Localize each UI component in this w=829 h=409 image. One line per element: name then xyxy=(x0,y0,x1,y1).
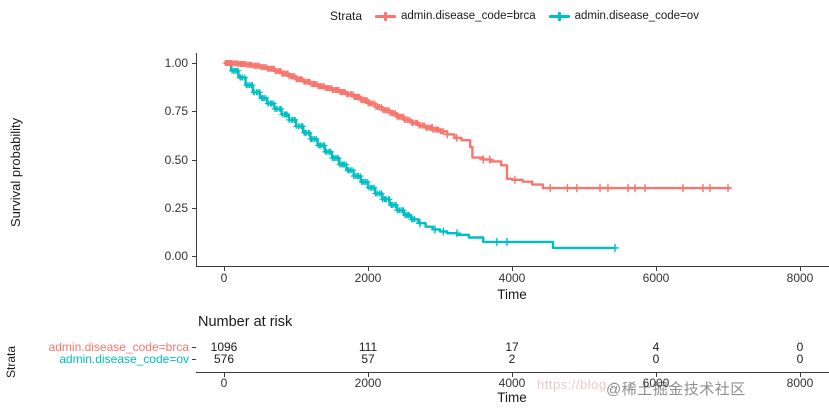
x-tick-label: 4000 xyxy=(498,271,526,285)
x-tick-label: 6000 xyxy=(642,271,670,285)
risk-count: 4 xyxy=(652,340,660,354)
y-axis-title: Survival probability xyxy=(8,117,23,227)
risk-x-tick xyxy=(512,373,513,377)
y-tick xyxy=(192,111,196,113)
risk-x-tick xyxy=(368,373,369,377)
risk-row-label-ov: admin.disease_code=ov xyxy=(59,352,189,366)
y-tick xyxy=(192,207,196,209)
risk-x-tick-label: 0 xyxy=(220,376,228,390)
x-axis-line xyxy=(196,266,829,267)
risk-x-tick xyxy=(656,373,657,377)
risk-row-tick-brca xyxy=(192,347,196,348)
legend-item-brca-label: admin.disease_code=brca xyxy=(401,10,536,22)
risk-x-tick-label: 8000 xyxy=(786,376,814,390)
legend-item-brca: admin.disease_code=brca xyxy=(375,10,536,22)
x-tick-label: 0 xyxy=(220,271,228,285)
legend-item-ov: admin.disease_code=ov xyxy=(548,10,699,22)
risk-x-axis-title: Time xyxy=(497,390,527,405)
watermark-url: https://blog.c xyxy=(537,377,618,392)
risk-count: 111 xyxy=(358,340,378,354)
watermark-community: @稀土掘金技术社区 xyxy=(606,381,746,398)
risk-row-tick-ov xyxy=(192,359,196,360)
series-curve-ov xyxy=(222,60,619,252)
y-tick-label: 0.00 xyxy=(164,249,188,263)
y-tick-label: 0.75 xyxy=(164,104,188,119)
risk-row-label-brca: admin.disease_code=brca xyxy=(48,340,189,354)
legend-title: Strata xyxy=(330,9,363,23)
y-tick-label: 0.50 xyxy=(164,152,188,167)
legend-item-ov-label: admin.disease_code=ov xyxy=(574,10,699,22)
x-tick xyxy=(800,267,801,271)
x-axis-title: Time xyxy=(497,287,527,302)
y-tick-label: 1.00 xyxy=(164,56,188,70)
x-tick xyxy=(656,267,657,271)
x-tick xyxy=(512,267,513,271)
censor-plus-marks xyxy=(428,123,732,193)
y-tick xyxy=(192,256,196,257)
x-tick xyxy=(224,267,225,271)
y-tick xyxy=(192,63,196,64)
x-tick xyxy=(368,267,369,271)
risk-x-tick-label: 2000 xyxy=(354,376,382,390)
risk-table-strata-axis-title: Strata xyxy=(4,345,18,378)
dense-censor-marks xyxy=(222,60,447,135)
y-tick-label: 0.25 xyxy=(164,200,188,215)
brca-line-censor-icon xyxy=(375,11,397,21)
x-tick-label: 2000 xyxy=(354,271,382,285)
risk-x-tick-label: 6000 xyxy=(642,376,670,390)
censor-plus-marks xyxy=(416,219,619,252)
y-tick xyxy=(192,159,196,161)
risk-x-tick xyxy=(224,373,225,377)
risk-count: 0 xyxy=(796,340,804,354)
risk-count: 57 xyxy=(361,352,375,366)
x-tick-label: 8000 xyxy=(786,271,814,285)
risk-table-title: Number at risk xyxy=(198,314,293,330)
legend: Strata admin.disease_code=brca admin.dis… xyxy=(330,9,699,23)
risk-count: 17 xyxy=(505,340,519,354)
survival-curves-panel xyxy=(222,60,732,252)
risk-count: 0 xyxy=(652,352,660,366)
risk-count: 0 xyxy=(796,352,804,366)
risk-count: 2 xyxy=(508,352,516,366)
risk-count: 1096 xyxy=(210,340,238,354)
risk-x-axis-line xyxy=(196,372,829,373)
y-axis-line xyxy=(196,53,197,266)
risk-x-tick xyxy=(800,373,801,377)
ov-line-censor-icon xyxy=(548,11,570,21)
risk-count: 576 xyxy=(213,352,235,366)
risk-x-tick-label: 4000 xyxy=(498,376,526,390)
series-curve-brca xyxy=(222,60,732,193)
